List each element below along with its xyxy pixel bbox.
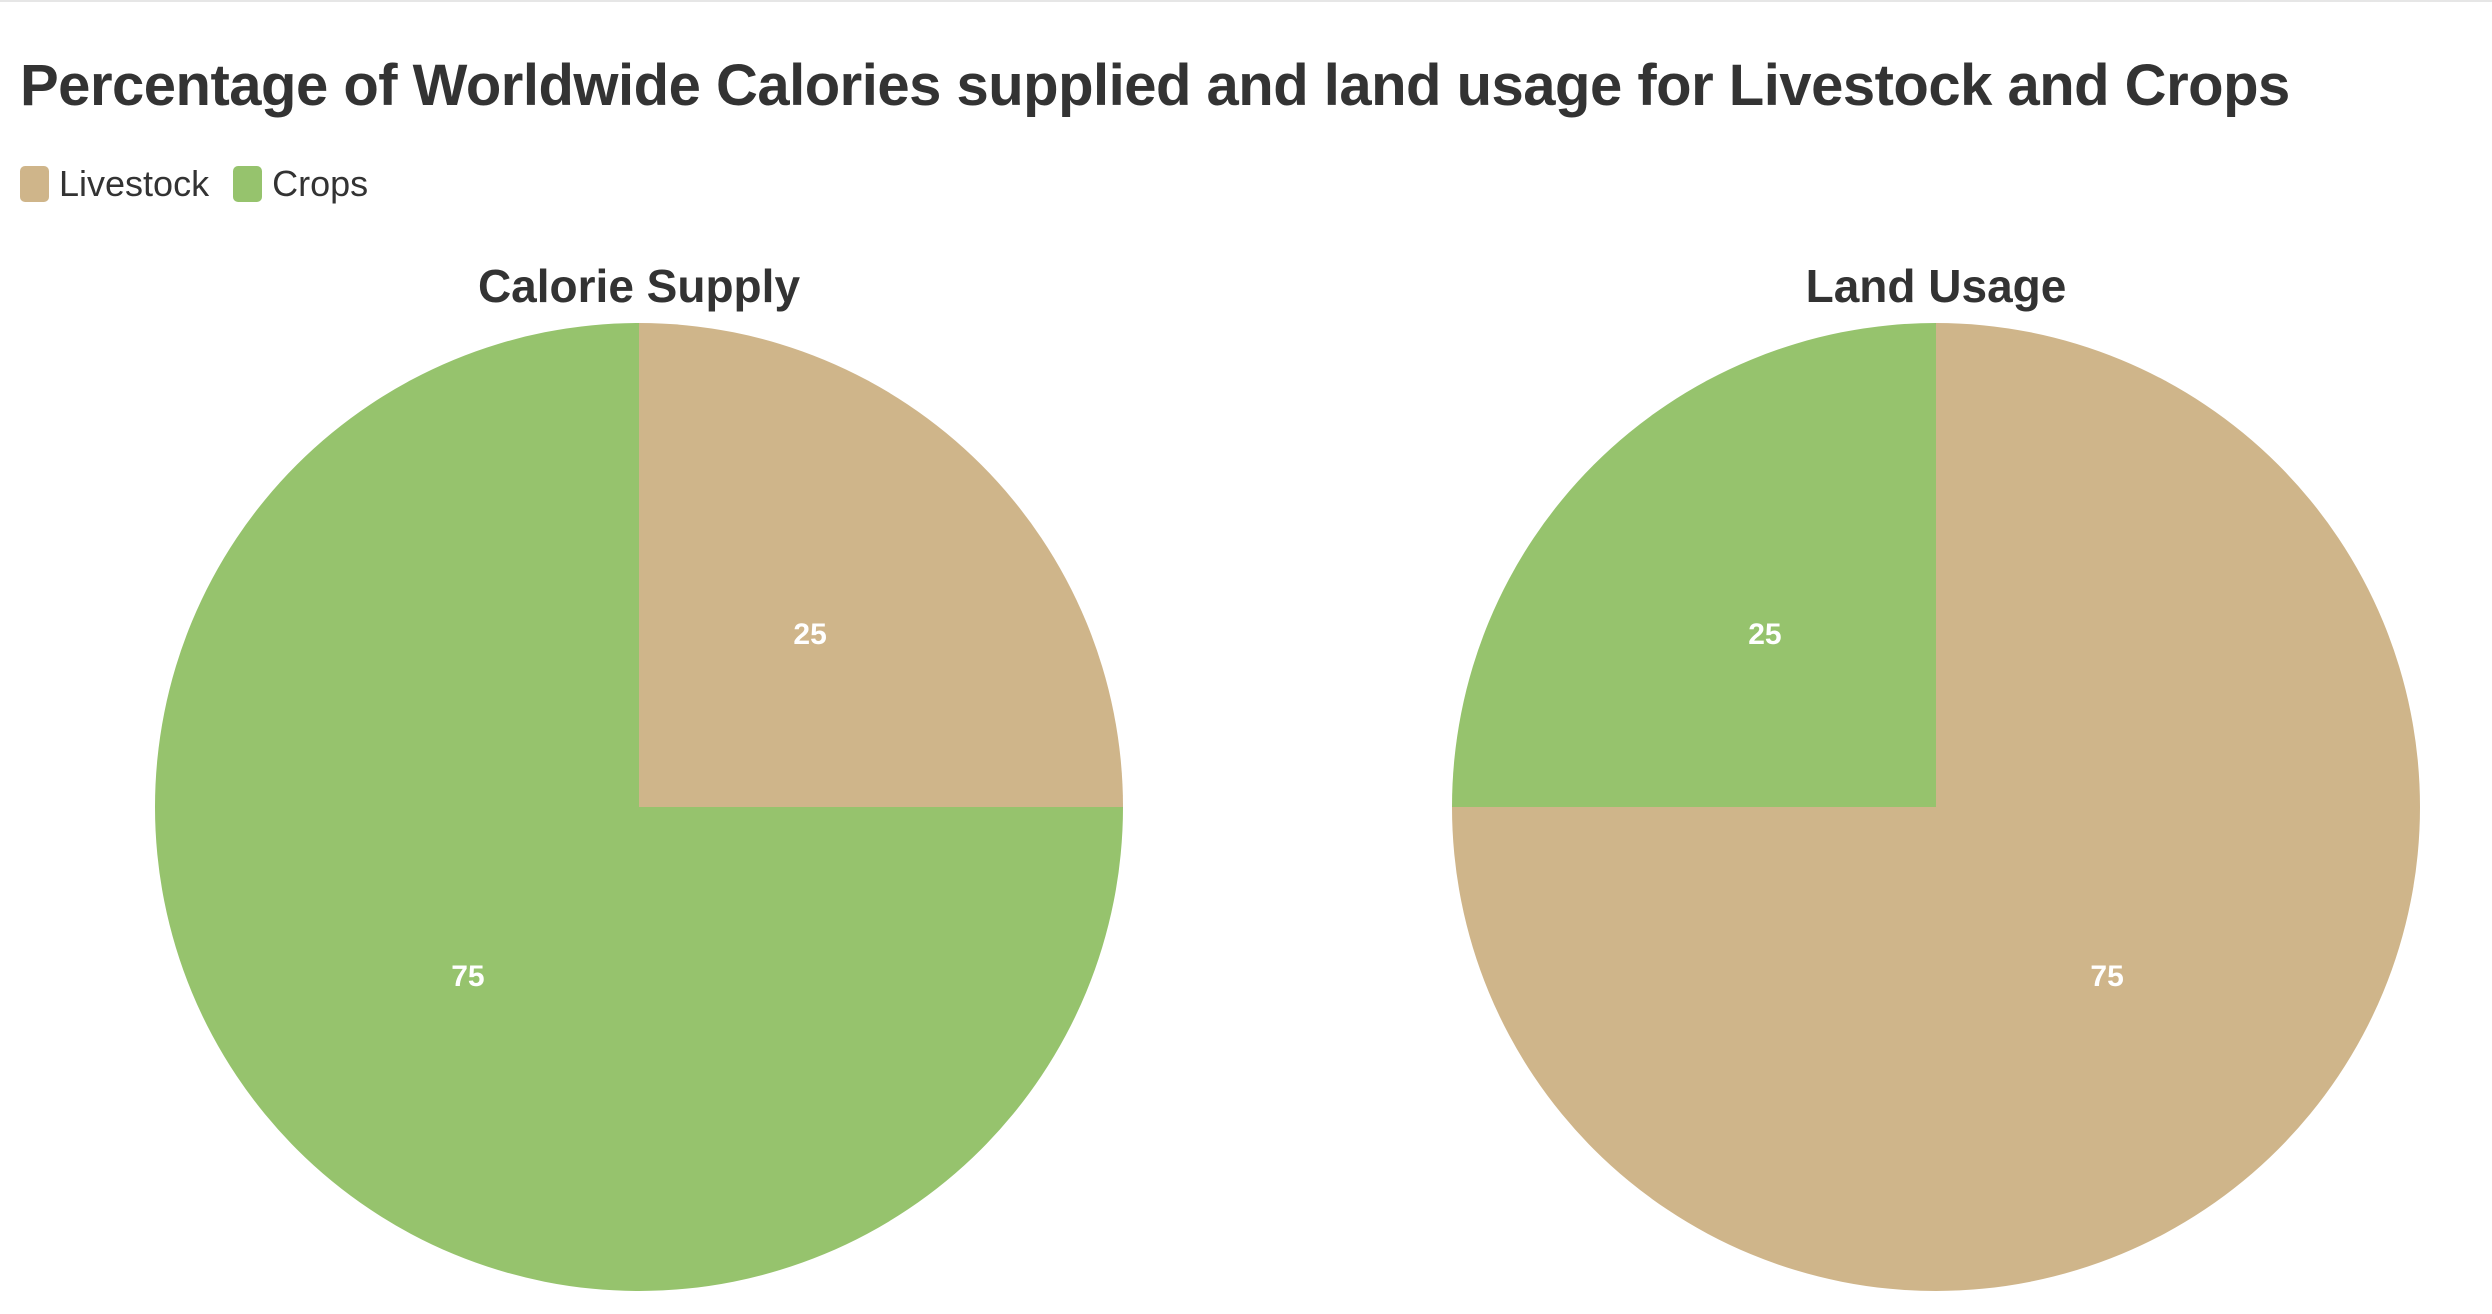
pie-chart-calorie-supply: Calorie Supply 25 75 (155, 260, 1123, 1291)
slices-calorie-supply: 25 75 (155, 323, 1123, 1291)
legend-swatch-crops (233, 166, 263, 202)
slice-calorie-supply-livestock[interactable] (639, 323, 1123, 807)
slice-label-calorie-supply-livestock: 25 (793, 618, 826, 651)
slice-land-usage-crops[interactable] (1452, 323, 1936, 807)
legend-label-crops: Crops (272, 163, 369, 204)
pie-title-calorie-supply: Calorie Supply (478, 260, 800, 312)
slice-label-calorie-supply-crops: 75 (451, 960, 484, 993)
slice-label-land-usage-livestock: 75 (2090, 960, 2123, 993)
legend: Livestock Crops (20, 163, 368, 205)
legend-item-crops[interactable]: Crops (233, 163, 368, 205)
legend-label-livestock: Livestock (59, 163, 210, 204)
legend-swatch-livestock (20, 166, 49, 202)
slice-label-land-usage-crops: 25 (1748, 618, 1781, 651)
slice-calorie-supply-crops[interactable] (155, 323, 1123, 1291)
top-divider (0, 0, 2492, 2)
chart-title: Percentage of Worldwide Calories supplie… (20, 53, 2290, 118)
slices-land-usage: 75 25 (1452, 323, 2420, 1291)
legend-item-livestock[interactable]: Livestock (20, 163, 209, 205)
pie-title-land-usage: Land Usage (1806, 260, 2067, 312)
pie-chart-land-usage: Land Usage 75 25 (1452, 260, 2420, 1291)
